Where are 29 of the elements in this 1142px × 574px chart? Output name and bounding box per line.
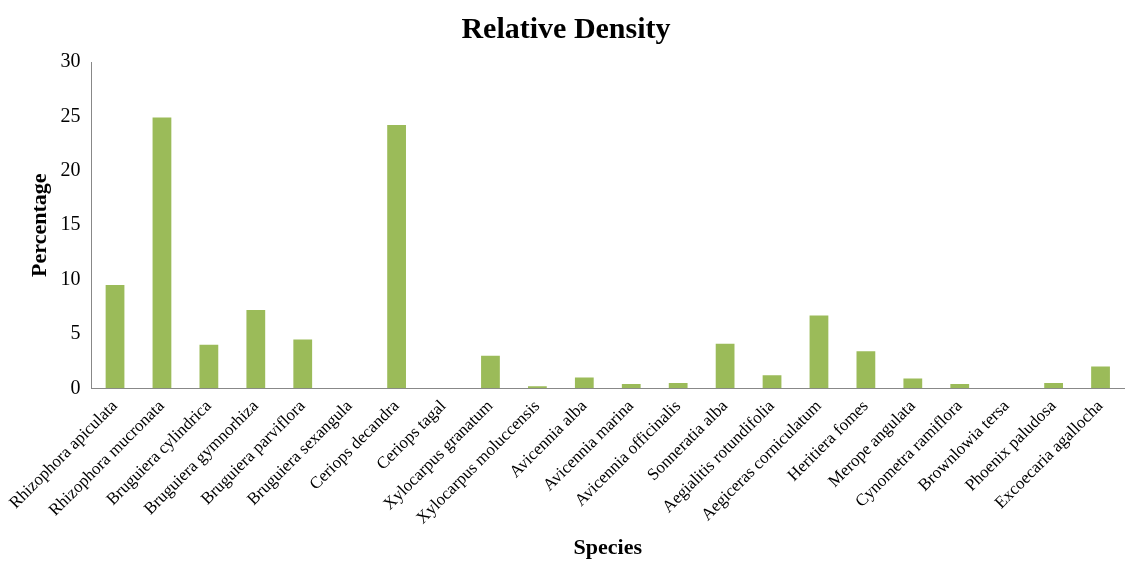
bar bbox=[621, 383, 641, 389]
bar bbox=[293, 339, 313, 389]
y-tick-label: 15 bbox=[60, 212, 81, 235]
y-tick-label: 25 bbox=[60, 103, 81, 126]
y-tick-label: 5 bbox=[70, 321, 81, 344]
bar bbox=[574, 377, 594, 389]
bar bbox=[246, 310, 266, 389]
y-tick-label: 30 bbox=[60, 49, 81, 72]
bar bbox=[903, 378, 923, 389]
y-tick-label: 20 bbox=[60, 158, 81, 181]
bar bbox=[715, 343, 735, 389]
bar bbox=[856, 351, 876, 389]
bar bbox=[762, 375, 782, 389]
bar bbox=[809, 315, 829, 389]
bar bbox=[1091, 366, 1110, 389]
bar bbox=[387, 125, 406, 389]
bar bbox=[668, 382, 688, 389]
bar bbox=[199, 344, 219, 389]
bar bbox=[950, 383, 970, 389]
chart-title: Relative Density bbox=[461, 10, 671, 44]
bar bbox=[528, 386, 547, 389]
y-tick-label: 10 bbox=[60, 266, 81, 289]
bar bbox=[481, 355, 500, 389]
y-axis-title: Percentage bbox=[26, 173, 52, 277]
bar bbox=[1044, 382, 1063, 389]
bar bbox=[105, 284, 125, 389]
y-tick-label: 0 bbox=[70, 375, 81, 398]
bar bbox=[152, 117, 172, 389]
x-axis-title: Species bbox=[573, 534, 643, 560]
